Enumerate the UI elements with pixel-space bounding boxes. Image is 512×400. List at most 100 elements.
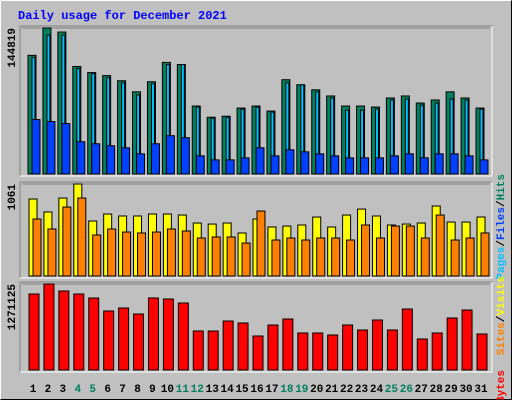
bar bbox=[435, 214, 445, 277]
chart-title: Daily usage for December 2021 bbox=[18, 9, 227, 23]
bar bbox=[449, 153, 459, 175]
bar bbox=[91, 143, 101, 175]
panel-edge bbox=[20, 26, 493, 177]
bar bbox=[285, 149, 295, 175]
bar bbox=[192, 330, 204, 371]
bar bbox=[31, 119, 41, 175]
panel-edge bbox=[20, 182, 493, 279]
bar bbox=[390, 225, 400, 277]
panel-edge bbox=[20, 282, 493, 373]
x-tick-label: 29 bbox=[445, 384, 458, 396]
bar bbox=[282, 318, 294, 371]
bar bbox=[401, 308, 413, 371]
bar bbox=[434, 153, 444, 175]
legend-entry: Files bbox=[496, 207, 508, 240]
bar bbox=[73, 293, 85, 371]
x-tick-label: 14 bbox=[221, 384, 235, 396]
bar bbox=[416, 338, 428, 371]
x-tick-label: 18 bbox=[280, 384, 294, 396]
bar bbox=[300, 151, 310, 175]
bar bbox=[207, 330, 219, 371]
bar bbox=[137, 232, 147, 277]
bar bbox=[465, 237, 475, 277]
bar bbox=[225, 159, 235, 175]
bar bbox=[133, 313, 145, 371]
legend-separator: / bbox=[496, 200, 508, 207]
bar bbox=[226, 236, 236, 277]
bar bbox=[43, 283, 55, 371]
bar bbox=[107, 228, 117, 277]
bar bbox=[62, 206, 72, 277]
bar bbox=[330, 155, 340, 175]
bar bbox=[180, 137, 190, 175]
bar bbox=[252, 335, 264, 371]
x-tick-label: 20 bbox=[310, 384, 323, 396]
bar bbox=[122, 231, 132, 277]
bar bbox=[312, 332, 324, 371]
x-tick-label: 8 bbox=[134, 384, 141, 396]
bar bbox=[47, 228, 57, 277]
x-tick-label: 16 bbox=[250, 384, 263, 396]
bar bbox=[374, 157, 384, 175]
x-tick-label: 25 bbox=[385, 384, 399, 396]
bar bbox=[405, 225, 415, 277]
bar bbox=[297, 332, 309, 371]
bar bbox=[240, 157, 250, 175]
bar bbox=[88, 297, 100, 371]
bar bbox=[479, 159, 489, 175]
x-tick-label: 28 bbox=[430, 384, 444, 396]
legend-entry: Visits bbox=[496, 276, 508, 316]
bar bbox=[371, 319, 383, 371]
bar bbox=[77, 197, 87, 277]
x-tick-label: 11 bbox=[176, 384, 190, 396]
bar bbox=[331, 237, 341, 277]
bar bbox=[360, 157, 370, 175]
bar bbox=[151, 231, 161, 277]
bar bbox=[237, 322, 249, 371]
bar bbox=[345, 157, 355, 175]
bar bbox=[162, 298, 174, 371]
x-tick-label: 3 bbox=[60, 384, 67, 396]
bar bbox=[476, 333, 488, 371]
legend-separator: / bbox=[496, 240, 508, 247]
x-tick-label: 1 bbox=[30, 384, 37, 396]
bar bbox=[147, 297, 159, 371]
bar bbox=[106, 145, 116, 175]
bar bbox=[420, 237, 430, 277]
bar bbox=[386, 329, 398, 371]
y-tick-label: 1271125 bbox=[7, 284, 19, 331]
y-tick-label: 144819 bbox=[7, 28, 19, 68]
bar bbox=[121, 147, 131, 175]
bar bbox=[342, 324, 354, 371]
bar bbox=[103, 310, 115, 371]
bar bbox=[196, 237, 206, 277]
bar bbox=[346, 239, 356, 277]
x-tick-label: 19 bbox=[295, 384, 308, 396]
bar bbox=[165, 135, 175, 175]
x-tick-label: 22 bbox=[340, 384, 353, 396]
bar bbox=[419, 157, 429, 175]
x-tick-label: 5 bbox=[89, 384, 96, 396]
x-tick-label: 10 bbox=[161, 384, 174, 396]
bar bbox=[166, 228, 176, 277]
bar bbox=[61, 123, 71, 175]
bar bbox=[92, 234, 102, 277]
bar bbox=[210, 159, 220, 175]
x-tick-label: 4 bbox=[74, 384, 81, 396]
bar bbox=[271, 239, 281, 277]
x-tick-label: 9 bbox=[149, 384, 156, 396]
bar bbox=[46, 121, 56, 175]
bar bbox=[461, 309, 473, 371]
bar bbox=[255, 147, 265, 175]
bar bbox=[286, 237, 296, 277]
x-tick-label: 2 bbox=[45, 384, 52, 396]
bar bbox=[357, 329, 369, 371]
x-tick-label: 23 bbox=[355, 384, 369, 396]
bar bbox=[375, 237, 385, 277]
bar bbox=[327, 334, 339, 371]
bar bbox=[267, 324, 279, 371]
legend-entry: Pages bbox=[496, 247, 508, 280]
x-tick-label: 17 bbox=[265, 384, 278, 396]
bar bbox=[464, 155, 474, 175]
